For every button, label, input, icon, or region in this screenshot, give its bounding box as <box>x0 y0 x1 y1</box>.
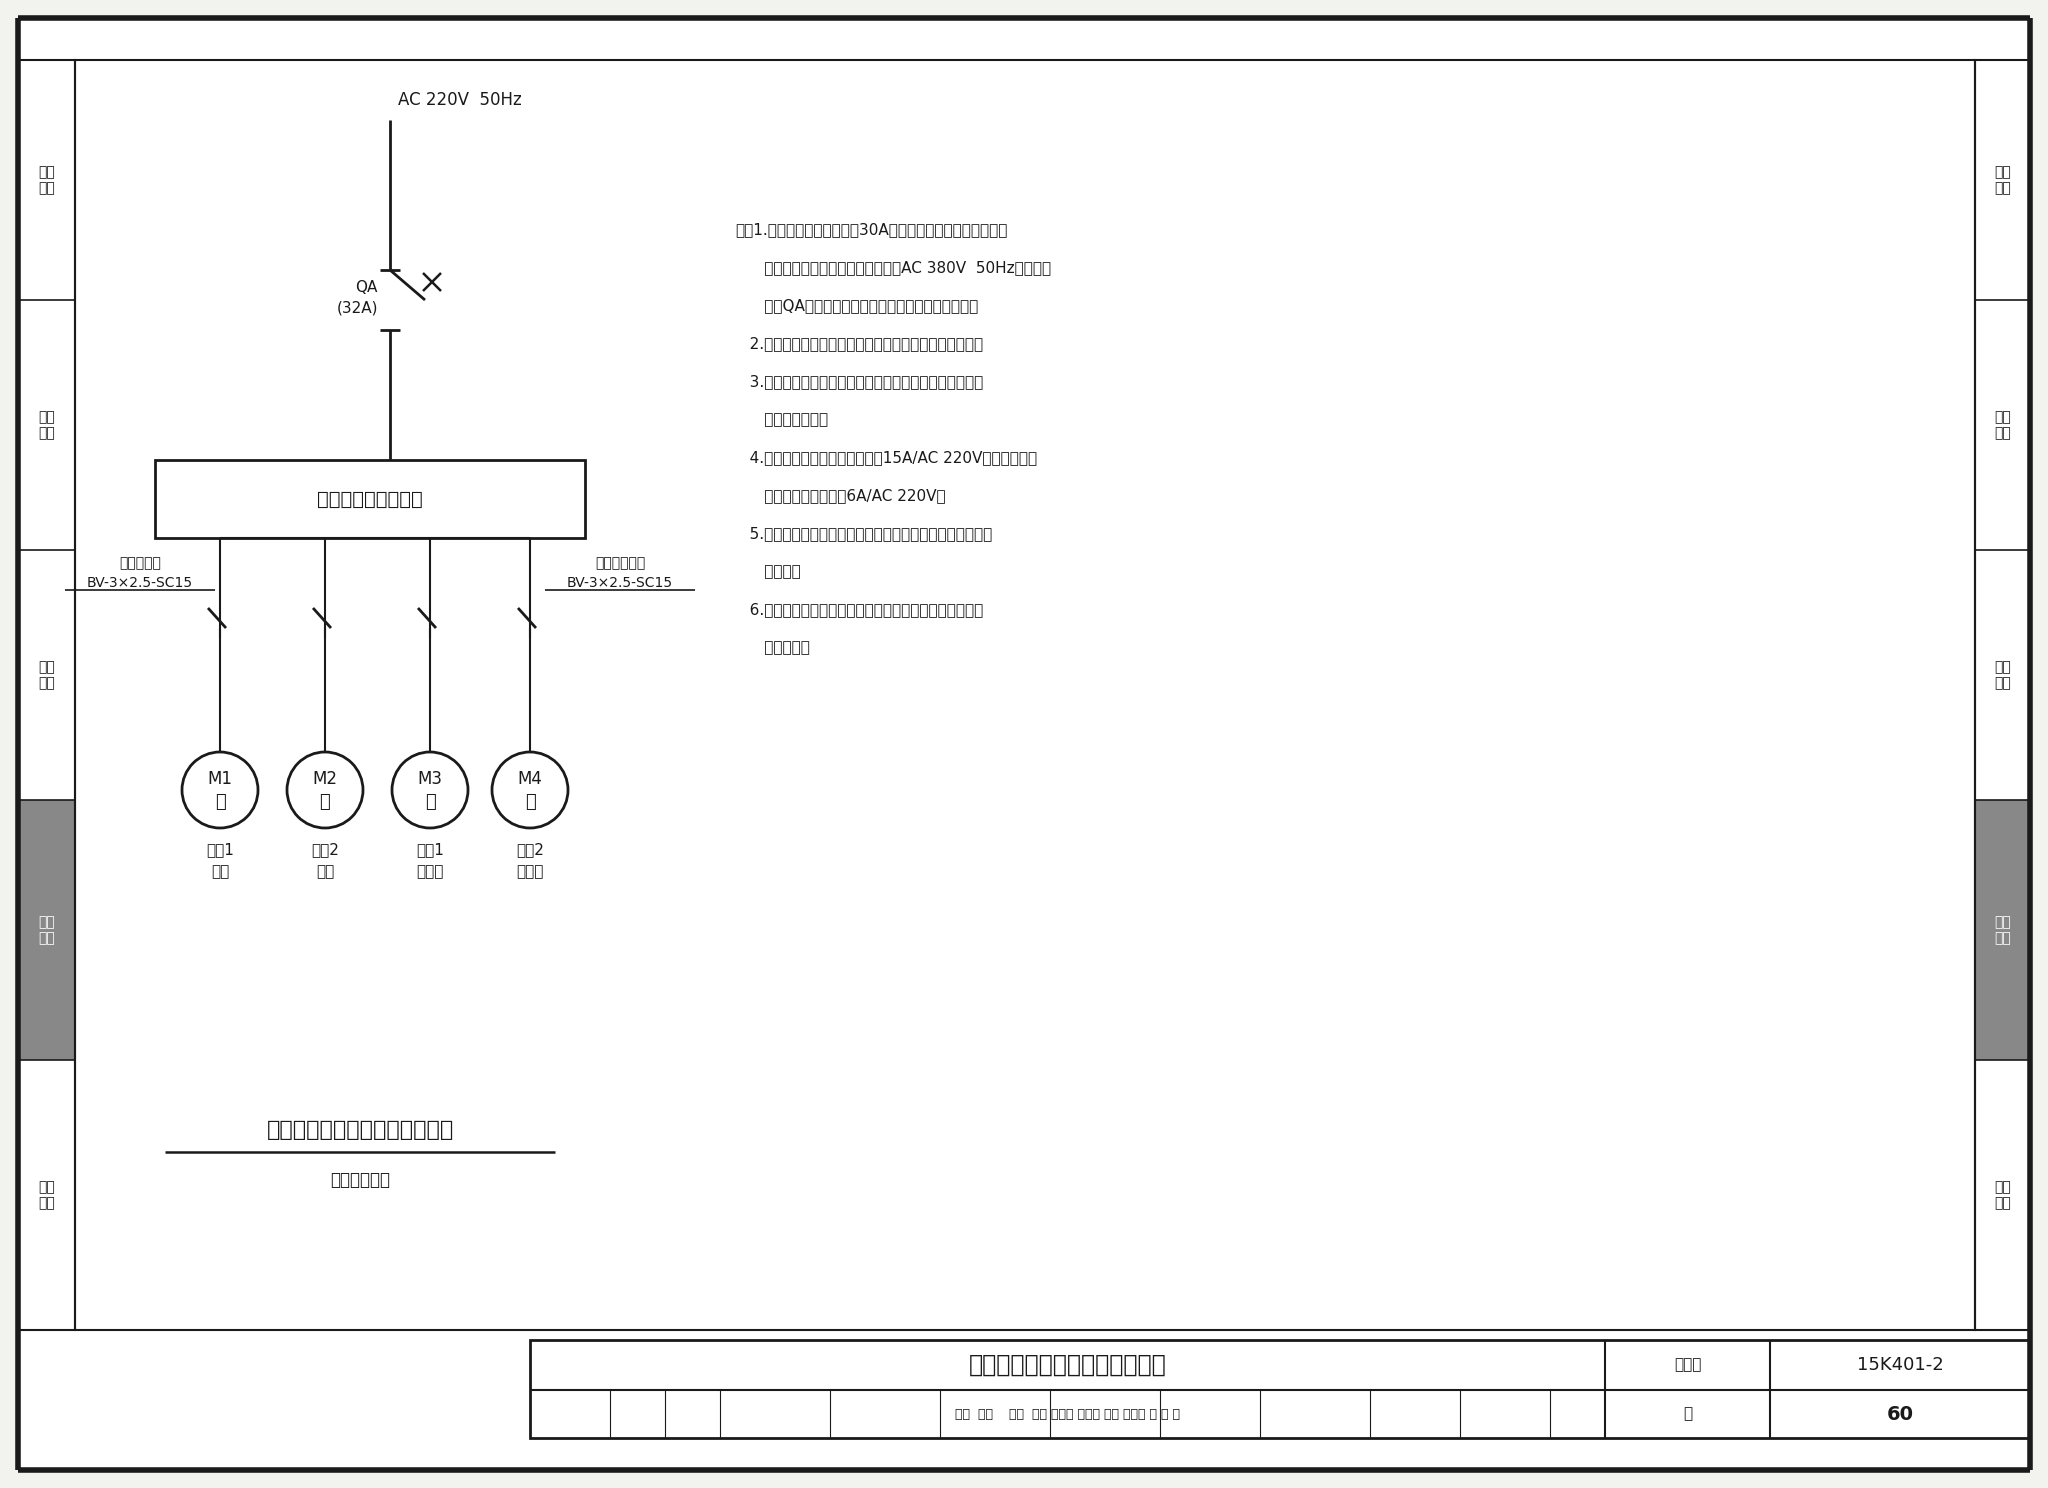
Text: 电气保护装置。: 电气保护装置。 <box>735 412 827 427</box>
Text: 典型电气控制系统示意图（一）: 典型电气控制系统示意图（一） <box>969 1353 1167 1376</box>
Text: 辐射采暖系统控制箱: 辐射采暖系统控制箱 <box>317 490 422 509</box>
Text: 路器QA选型应根据辐射采暖系统控制箱功率确定。: 路器QA选型应根据辐射采暖系统控制箱功率确定。 <box>735 299 979 314</box>
Text: ～: ～ <box>215 793 225 811</box>
Text: 4.风机回路工作电流一般不超过15A/AC 220V，发生器回路: 4.风机回路工作电流一般不超过15A/AC 220V，发生器回路 <box>735 451 1036 466</box>
Text: 图集号: 图集号 <box>1673 1357 1702 1372</box>
Text: 电气
控制: 电气 控制 <box>39 915 55 945</box>
Text: BV-3×2.5-SC15: BV-3×2.5-SC15 <box>86 576 193 591</box>
Text: 6.图中线路规格为推荐值，设计时应根据工程实际进行核: 6.图中线路规格为推荐值，设计时应根据工程实际进行核 <box>735 603 983 618</box>
Text: 典型电气控制系统示意图（一）: 典型电气控制系统示意图（一） <box>266 1120 453 1140</box>
Bar <box>18 801 76 1059</box>
Text: M2: M2 <box>313 769 338 789</box>
Text: 施工
安装: 施工 安装 <box>39 409 55 440</box>
Text: 区域1: 区域1 <box>416 842 444 857</box>
Text: 区域2: 区域2 <box>311 842 338 857</box>
Text: 注：1.本图适用于工作电流＜30A的单相辐射采暖系统。当工作: 注：1.本图适用于工作电流＜30A的单相辐射采暖系统。当工作 <box>735 223 1008 238</box>
Bar <box>76 60 1974 1330</box>
Text: 电流不同，或工作电源采用三相（AC 380V  50Hz）时，断: 电流不同，或工作电源采用三相（AC 380V 50Hz）时，断 <box>735 260 1051 275</box>
Text: 为预留。: 为预留。 <box>735 564 801 579</box>
Text: BV-3×2.5-SC15: BV-3×2.5-SC15 <box>567 576 674 591</box>
Text: (32A): (32A) <box>336 301 379 315</box>
Text: 工程
实例: 工程 实例 <box>39 1180 55 1210</box>
Text: 审核  俞晟    俞晟  校对 陈学志 陈学志 设计 梁岩松 复 名 初: 审核 俞晟 俞晟 校对 陈学志 陈学志 设计 梁岩松 复 名 初 <box>954 1408 1180 1421</box>
Text: 3.辐射采暖系统控制箱自带负载回路的接触器、继电器等: 3.辐射采暖系统控制箱自带负载回路的接触器、继电器等 <box>735 375 983 390</box>
Bar <box>1974 801 2030 1059</box>
Text: 2.单个辐射采暖系统控制箱最多可支持两个区域的控制。: 2.单个辐射采暖系统控制箱最多可支持两个区域的控制。 <box>735 336 983 351</box>
Text: 发生器: 发生器 <box>416 865 444 879</box>
Text: 算、选定。: 算、选定。 <box>735 640 809 656</box>
Text: 设计
说明: 设计 说明 <box>1995 165 2011 195</box>
Text: 5.当未设置独立风机时，风机回路一般情况下不接设备，作: 5.当未设置独立风机时，风机回路一般情况下不接设备，作 <box>735 527 991 542</box>
Text: 发生器: 发生器 <box>516 865 543 879</box>
Text: M3: M3 <box>418 769 442 789</box>
Bar <box>1974 60 2030 1330</box>
Text: 电气
控制: 电气 控制 <box>1995 915 2011 945</box>
Text: QA: QA <box>356 281 379 296</box>
Text: 风机: 风机 <box>315 865 334 879</box>
Text: 区域1: 区域1 <box>207 842 233 857</box>
Text: ～: ～ <box>424 793 436 811</box>
Bar <box>156 460 586 539</box>
Text: 液化
气站: 液化 气站 <box>39 659 55 690</box>
Text: （强电部分）: （强电部分） <box>330 1171 389 1189</box>
Text: ～: ～ <box>524 793 535 811</box>
Text: 60: 60 <box>1886 1405 1913 1424</box>
Text: 设计
说明: 设计 说明 <box>39 165 55 195</box>
Text: 风机电源线: 风机电源线 <box>119 557 162 570</box>
Text: 工程
实例: 工程 实例 <box>1995 1180 2011 1210</box>
Text: 工作电流一般不超过6A/AC 220V。: 工作电流一般不超过6A/AC 220V。 <box>735 488 946 503</box>
Text: 发生器电源线: 发生器电源线 <box>594 557 645 570</box>
Text: 液化
气站: 液化 气站 <box>1995 659 2011 690</box>
Bar <box>18 60 76 1330</box>
Text: ～: ～ <box>319 793 330 811</box>
Text: 区域2: 区域2 <box>516 842 545 857</box>
Text: M1: M1 <box>207 769 233 789</box>
Text: AC 220V  50Hz: AC 220V 50Hz <box>397 91 522 109</box>
Text: M4: M4 <box>518 769 543 789</box>
Text: 施工
安装: 施工 安装 <box>1995 409 2011 440</box>
Text: 页: 页 <box>1683 1406 1692 1421</box>
Bar <box>530 1341 2030 1437</box>
Text: 15K401-2: 15K401-2 <box>1858 1356 1944 1373</box>
Text: 风机: 风机 <box>211 865 229 879</box>
